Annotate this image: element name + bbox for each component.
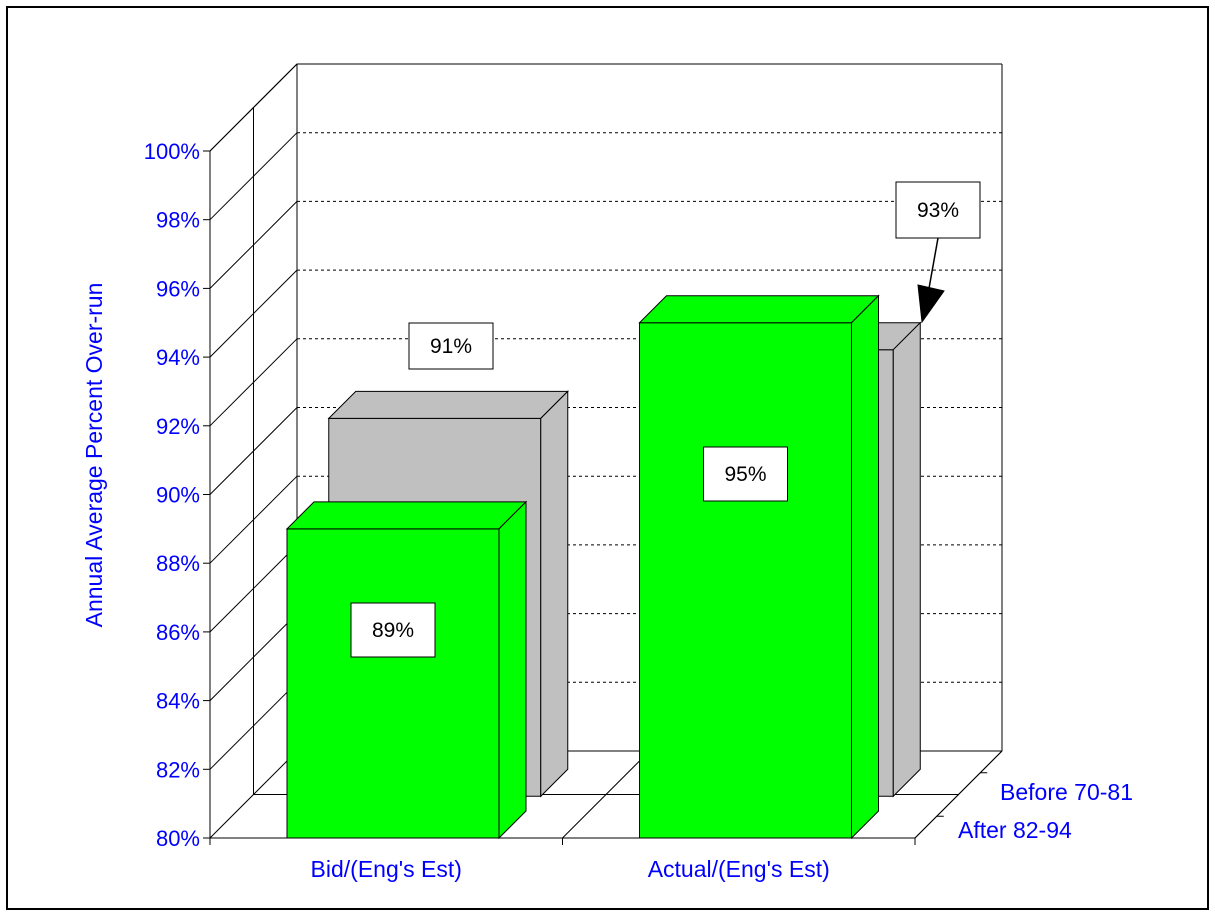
bars [285, 294, 922, 840]
left-wall-gridline [209, 132, 298, 221]
data-label-before-bid: 91% [430, 335, 472, 358]
data-label-after-bid: 89% [372, 619, 414, 642]
bar-after-1 [639, 322, 852, 839]
data-labels: 89% 95% 91% 93% [350, 181, 981, 658]
outer-frame [6, 6, 1209, 910]
left-wall-gridline [209, 613, 298, 701]
y-tick-label: 84% [156, 689, 200, 714]
bar-before-1-side [892, 321, 921, 798]
y-tick-label: 98% [156, 208, 200, 233]
x-category-label: Bid/(Eng's Est) [311, 856, 462, 882]
data-label-after-actual: 95% [724, 463, 766, 486]
bar-after-0 [286, 528, 500, 839]
left-wall-gridline [209, 544, 298, 633]
left-wall-gridline [209, 475, 298, 564]
y-tick-label: 100% [144, 139, 200, 164]
arrow-line [927, 237, 939, 295]
y-tick-label: 92% [156, 414, 200, 439]
bar-after-0-side [498, 500, 527, 840]
bar-after-0-top [285, 501, 528, 530]
data-label-before-actual-box [895, 181, 981, 239]
y-tick-label: 96% [156, 276, 200, 301]
floor-category-divider [562, 750, 650, 839]
left-wall-gridline [209, 407, 298, 495]
bar-before-0-side [540, 390, 569, 798]
y-tick-label: 82% [156, 757, 200, 782]
left-wall-gridline [209, 201, 298, 289]
x-category-label: Actual/(Eng's Est) [648, 856, 830, 882]
data-label-before-actual: 93% [917, 199, 959, 222]
left-wall-gridline [209, 750, 298, 839]
left-wall-gridline [209, 338, 298, 427]
data-label-after-bid-box [350, 602, 436, 658]
left-wall-gridline [209, 63, 298, 152]
left-wall-gridline [209, 681, 298, 770]
bar-after-1-side [851, 294, 879, 840]
y-tick-label: 88% [156, 551, 200, 576]
bar-after-1-top [638, 295, 880, 324]
y-tick-label: 90% [156, 483, 200, 508]
arrow-head [917, 284, 945, 324]
y-tick-label: 94% [156, 345, 200, 370]
data-label-after-actual-box [703, 446, 788, 502]
bar-before-0-top [327, 390, 569, 419]
y-tick-label: 80% [156, 826, 200, 851]
data-label-before-bid-box [408, 322, 494, 370]
axes: 80% 82% 84% 86% 88% 90% 92% 94% 96% 98% 100% Bid/(E… [144, 139, 1133, 882]
y-axis-label: Annual Average Percent Over-run [81, 283, 107, 628]
series-label-after: After 82-94 [958, 817, 1072, 843]
series-label-before: Before 70-81 [1000, 779, 1133, 805]
left-wall-gridline [209, 269, 298, 358]
y-tick-label: 86% [156, 620, 200, 645]
depth-axis-line [914, 750, 1003, 839]
